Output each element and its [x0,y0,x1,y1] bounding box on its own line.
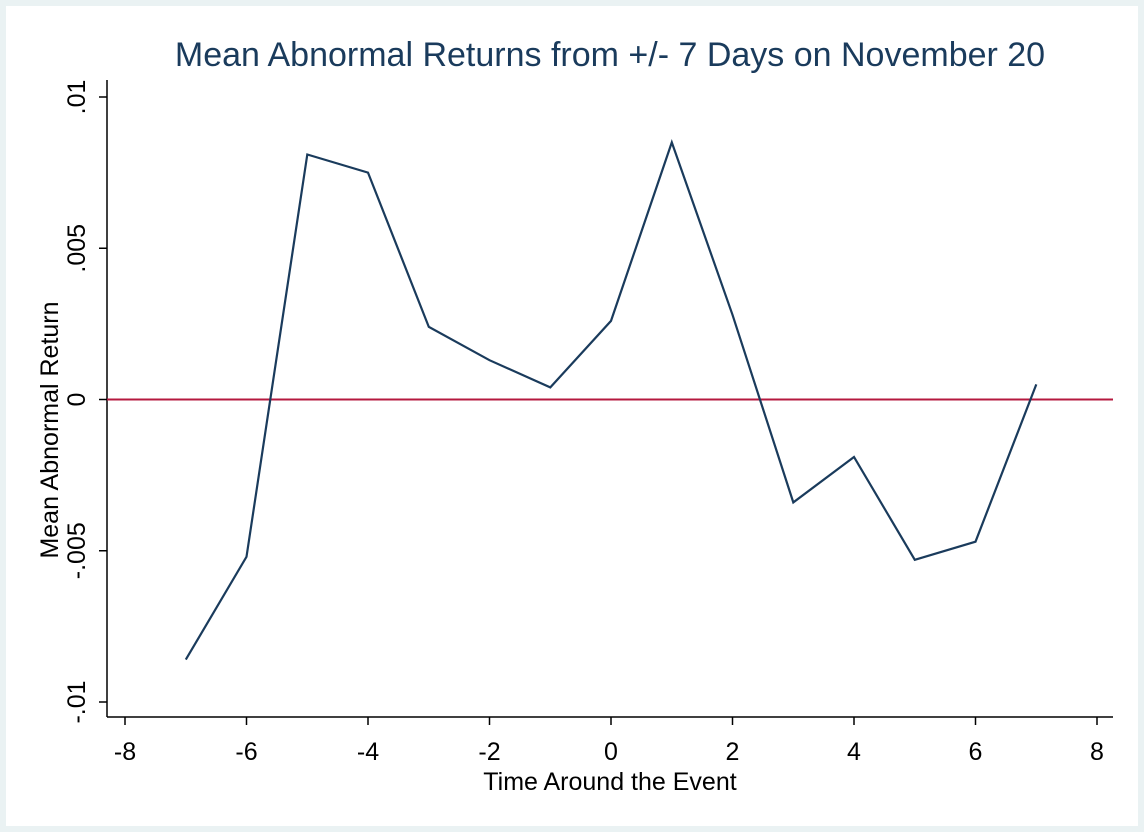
y-tick-label: -.01 [63,680,91,723]
y-tick-label: .005 [63,224,91,273]
x-tick-label: 4 [847,738,861,766]
y-tick-label: .01 [63,80,91,115]
y-tick-label: 0 [63,393,91,407]
x-tick-label: 0 [604,738,618,766]
x-tick-label: -8 [114,738,136,766]
x-tick-label: -6 [235,738,257,766]
chart-title: Mean Abnormal Returns from +/- 7 Days on… [175,36,1045,74]
x-tick-label: -2 [478,738,500,766]
y-tick-label: -.005 [63,522,91,579]
x-tick-label: 2 [726,738,740,766]
axes: -8 -6 -4 -2 0 2 4 6 8 -.01 -.005 0 .005 .01 [63,80,1113,766]
x-tick-label: -4 [357,738,379,766]
x-axis-title: Time Around the Event [483,768,736,796]
x-tick-label: 6 [969,738,983,766]
x-tick-label: 8 [1090,738,1104,766]
series-line [184,139,1038,661]
series-group [184,139,1038,661]
y-axis-title: Mean Abnormal Return [36,301,64,558]
